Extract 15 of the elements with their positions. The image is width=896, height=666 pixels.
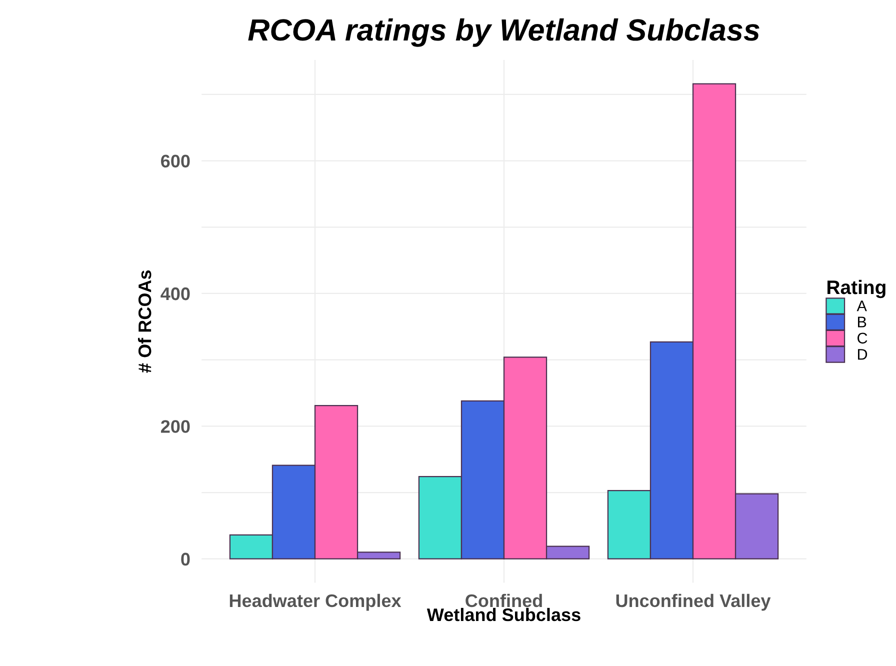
- x-tick-label: Confined: [466, 594, 542, 608]
- y-tick-label: 600: [161, 154, 190, 168]
- y-tick-label: 200: [160, 420, 190, 433]
- y-tick-label: 0: [181, 552, 190, 566]
- legend-title: Rating: [828, 280, 886, 298]
- chart-title: RCOA ratings by Wetland Subclass: [248, 18, 760, 47]
- legend-label: C: [858, 332, 868, 344]
- x-tick-label: Headwater Complex: [230, 594, 402, 611]
- legend-label: B: [858, 316, 866, 328]
- y-tick-label: 400: [160, 287, 190, 300]
- y-axis-title: # Of RCOAs: [138, 270, 152, 373]
- x-axis-title: Wetland Subclass: [426, 608, 580, 622]
- x-tick-label: Unconfined Valley: [616, 594, 771, 611]
- legend-label: D: [858, 349, 868, 360]
- legend-label: A: [856, 300, 867, 312]
